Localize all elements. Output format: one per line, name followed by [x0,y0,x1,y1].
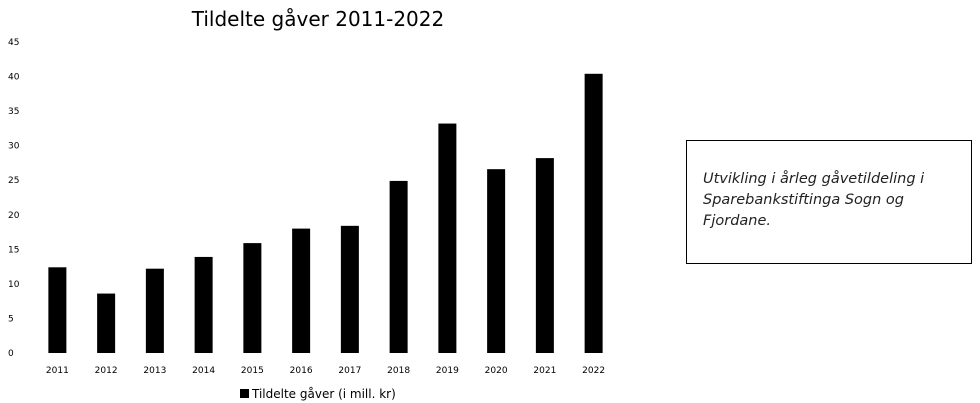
x-tick-label: 2019 [436,366,459,376]
legend: Tildelte gåver (i mill. kr) [240,387,396,401]
x-tick-label: 2014 [192,366,215,376]
y-tick-label: 10 [8,280,20,290]
x-tick-label: 2016 [290,366,313,376]
x-tick-label: 2015 [241,366,264,376]
bar-2020 [487,169,506,353]
y-tick-label: 0 [8,349,14,359]
x-tick-label: 2018 [387,366,410,376]
legend-swatch [240,389,249,398]
y-tick-label: 45 [8,38,19,48]
y-tick-label: 20 [8,211,20,221]
bars-group [48,73,603,354]
bar-2013 [145,268,164,353]
bar-2014 [194,256,213,353]
annotation-text: Utvikling i årleg gåvetildeling i Spareb… [703,171,925,229]
chart-title: Tildelte gåver 2011-2022 [191,7,444,31]
bar-2022 [584,73,603,354]
bar-2016 [292,228,311,353]
y-tick-label: 40 [8,73,20,83]
x-tick-label: 2012 [95,366,118,376]
y-tick-label: 5 [8,314,14,324]
bar-2011 [48,267,67,353]
x-tick-label: 2021 [533,366,556,376]
bar-2017 [340,225,359,353]
x-tick-label: 2020 [485,366,508,376]
annotation-box: Utvikling i årleg gåvetildeling i Spareb… [686,140,972,264]
legend-label: Tildelte gåver (i mill. kr) [251,387,396,401]
y-tick-label: 25 [8,176,19,186]
bar-2021 [535,158,554,353]
y-tick-label: 30 [8,142,20,152]
x-tick-label: 2013 [143,366,166,376]
bar-2018 [389,180,408,353]
x-tick-label: 2022 [582,366,605,376]
x-tick-label: 2011 [46,366,69,376]
x-tick-label: 2017 [338,366,361,376]
bar-2012 [97,293,116,353]
y-tick-label: 15 [8,245,19,255]
x-axis: 2011 2012 2013 2014 2015 2016 2017 2018 2019 2020… [46,366,605,376]
bar-2019 [438,123,457,353]
y-axis: 0 5 10 15 20 25 30 35 40 45 [8,38,20,359]
bar-2015 [243,243,262,353]
y-tick-label: 35 [8,107,19,117]
